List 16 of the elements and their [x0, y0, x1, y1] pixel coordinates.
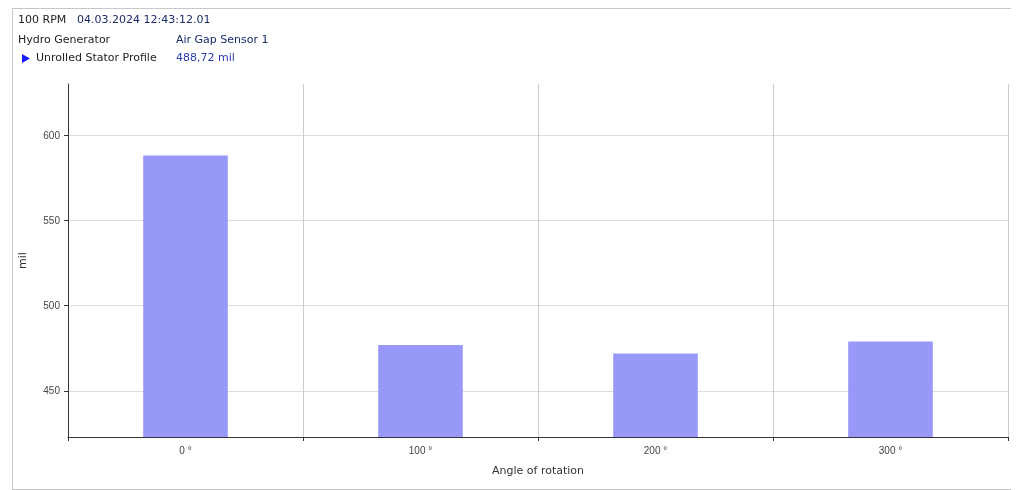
y-tick-label: 550 — [43, 214, 61, 226]
chart-title: 100 RPM — [18, 12, 67, 28]
text: Unrolled Stator Profile — [36, 50, 157, 66]
chart-subtitle: 04.03.2024 12:43:12.01 — [77, 12, 211, 28]
y-axis-title: mil — [16, 252, 29, 269]
text: Air Gap Sensor 1 — [176, 32, 269, 48]
y-tick-label: 450 — [43, 385, 61, 397]
text: Hydro Generator — [18, 32, 111, 48]
x-tick-label: 0 ° — [179, 444, 192, 456]
y-tick-label: 600 — [43, 129, 61, 141]
x-axis-title: Angle of rotation — [491, 464, 585, 477]
text: 488,72 mil — [176, 50, 235, 66]
x-tick-label: 300 ° — [878, 444, 903, 456]
y-tick-label: 500 — [43, 300, 61, 312]
x-tick-label: 100 ° — [408, 444, 433, 456]
x-tick-label: 200 ° — [643, 444, 668, 456]
